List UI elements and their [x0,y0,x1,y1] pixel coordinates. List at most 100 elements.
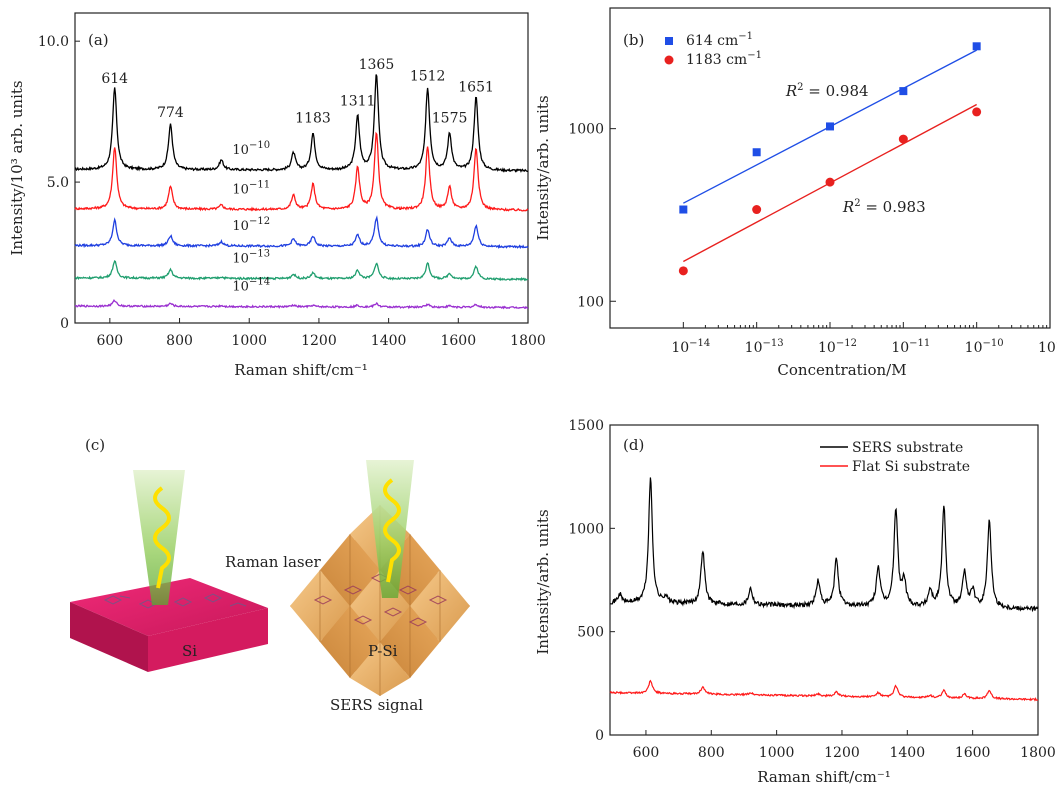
panel-a-series-label: 10−14 [232,277,270,295]
panel-a-series-line [74,74,528,173]
laser-beam-psi [366,460,414,598]
panel-a-y-tick-label: 5.0 [47,175,69,191]
panel-d-ticks: 600 800 1000 1200 1400 1600 1800 0 500 1000 1500 [568,418,1055,761]
panel-b-data-point [972,107,982,117]
panel-b-data-point [825,177,835,187]
panel-d-legend-label: SERS substrate [852,440,963,456]
panel-a-spectra-chart: (a) 600 800 1000 1200 1400 1600 1800 0 5.0 10.0 1… [8,12,546,379]
panel-a-series-label: 10−12 [232,216,270,234]
panel-d-x-tick-label: 1200 [824,745,860,761]
panel-d-x-tick-label: 1800 [1020,745,1056,761]
panel-b-x-tick-label: 10−10 [965,338,1004,356]
panel-a-x-tick-label: 1200 [301,333,337,349]
panel-d-y-tick-label: 1000 [568,521,604,537]
panel-a-series-label: 10−13 [232,248,270,266]
panel-d-legend: SERS substrate Flat Si substrate [820,440,970,475]
panel-a-y-axis-label: Intensity/10³ arb. units [8,80,26,255]
panel-d-comparison-chart: (d) 600 800 1000 1200 1400 1600 1800 0 500 1000 15… [534,418,1056,786]
panel-b-data-point [826,122,834,131]
panel-a-peak-label: 1575 [432,111,468,127]
panel-a-peak-label: 1365 [359,57,395,73]
panel-c-schematic: (c) Si Raman laser [70,436,470,714]
panel-a-y-tick-label: 10.0 [38,34,69,50]
panel-b-y-tick-label: 1000 [568,122,604,138]
panel-a-series-line [74,259,529,282]
panel-d-x-axis-label: Raman shift/cm⁻¹ [757,768,891,786]
panel-b-label: (b) [623,31,644,49]
panel-a-peak-label: 1651 [458,80,494,96]
panel-d-x-tick-label: 1400 [889,745,925,761]
panel-b-x-tick-label: 10−9 [1038,338,1057,356]
signal-wave-si [153,486,171,589]
psi-label: P-Si [368,642,398,660]
panel-d-y-tick-label: 0 [595,728,604,744]
panel-b-x-axis-label: Concentration/M [777,361,906,379]
panel-b-series: R2 = 0.984 R2 = 0.983 [678,42,982,276]
panel-b-x-tick-label: 10−12 [818,338,857,356]
panel-a-series-label: 10−11 [232,179,270,197]
panel-a-peak-label: 1183 [295,111,331,127]
panel-b-data-point [899,87,908,96]
panel-a-peak-label: 1311 [340,94,376,110]
panel-b-y-tick-label: 100 [577,294,604,310]
panel-a-x-tick-label: 800 [166,333,193,349]
panel-b-calibration-chart: (b) 10−14 10−13 10−12 10−11 10−10 10−9 100 1000… [534,7,1057,379]
panel-d-x-tick-label: 1000 [759,745,795,761]
panel-b-legend-marker [665,37,673,45]
panel-b-data-point [752,148,761,157]
panel-a-x-tick-label: 1400 [371,333,407,349]
panel-b-r2-label: R2 = 0.983 [842,198,926,216]
panel-d-series-line [609,477,1039,613]
panel-a-series-line [74,131,529,212]
signal-wave-psi [383,478,401,583]
panel-a-series: 10−10 10−11 10−12 10−13 10−14 [74,74,529,310]
panel-c-label: (c) [85,436,105,454]
panel-d-series [609,477,1039,702]
si-right-face [148,608,268,672]
panel-d-series-line [609,679,1039,702]
panel-b-data-point [679,205,688,214]
panel-a-series-line [74,299,528,310]
flat-si-substrate [70,578,268,672]
panel-b-y-axis-label: Intensity/arb. units [534,95,552,240]
panel-a-peak-label: 1512 [410,68,446,84]
panel-a-annotations: 614 774 1183 1311 1365 1512 1575 1651 [101,57,494,127]
panel-a-x-tick-label: 1600 [440,333,476,349]
panel-b-legend-marker [664,55,674,65]
panel-d-x-tick-label: 600 [633,745,660,761]
sers-signal-label: SERS signal [330,696,423,714]
panel-b-legend-label: 1183 cm−1 [686,50,762,68]
panel-a-x-tick-label: 1000 [231,333,267,349]
panel-b-ticks: 10−14 10−13 10−12 10−11 10−10 10−9 100 1000 [568,122,1057,356]
panel-a-x-axis-label: Raman shift/cm⁻¹ [234,361,368,379]
panel-a-y-tick-label: 0 [60,316,69,332]
panel-d-y-tick-label: 1500 [568,418,604,434]
panel-b-frame [609,7,1051,329]
laser-beam-si [133,470,185,605]
panel-a-label: (a) [88,31,109,49]
raman-laser-label: Raman laser [225,553,321,571]
panel-d-y-axis-label: Intensity/arb. units [534,509,552,654]
panel-d-label: (d) [623,436,644,454]
panel-d-frame [609,424,1039,736]
panel-b-x-tick-label: 10−13 [745,338,784,356]
panel-b-data-point [678,266,688,276]
panel-a-x-tick-label: 600 [96,333,123,349]
panel-b-data-point [972,42,981,51]
si-label: Si [182,642,197,660]
si-left-face [70,602,148,672]
panel-d-x-tick-label: 800 [698,745,725,761]
panel-b-legend-label: 614 cm−1 [686,31,753,49]
panel-b-data-point [752,205,762,215]
panel-a-peak-label: 774 [157,105,184,121]
panel-d-legend-label: Flat Si substrate [852,459,970,475]
panel-a-peak-label: 614 [101,71,128,87]
panel-a-series-label: 10−10 [232,140,270,158]
panel-d-y-tick-label: 500 [577,625,604,641]
si-top-face [70,578,268,636]
panel-a-series-line [74,215,529,250]
panel-b-x-tick-label: 10−14 [671,338,710,356]
panel-a-ticks: 600 800 1000 1200 1400 1600 1800 0 5.0 10.0 [38,34,546,349]
